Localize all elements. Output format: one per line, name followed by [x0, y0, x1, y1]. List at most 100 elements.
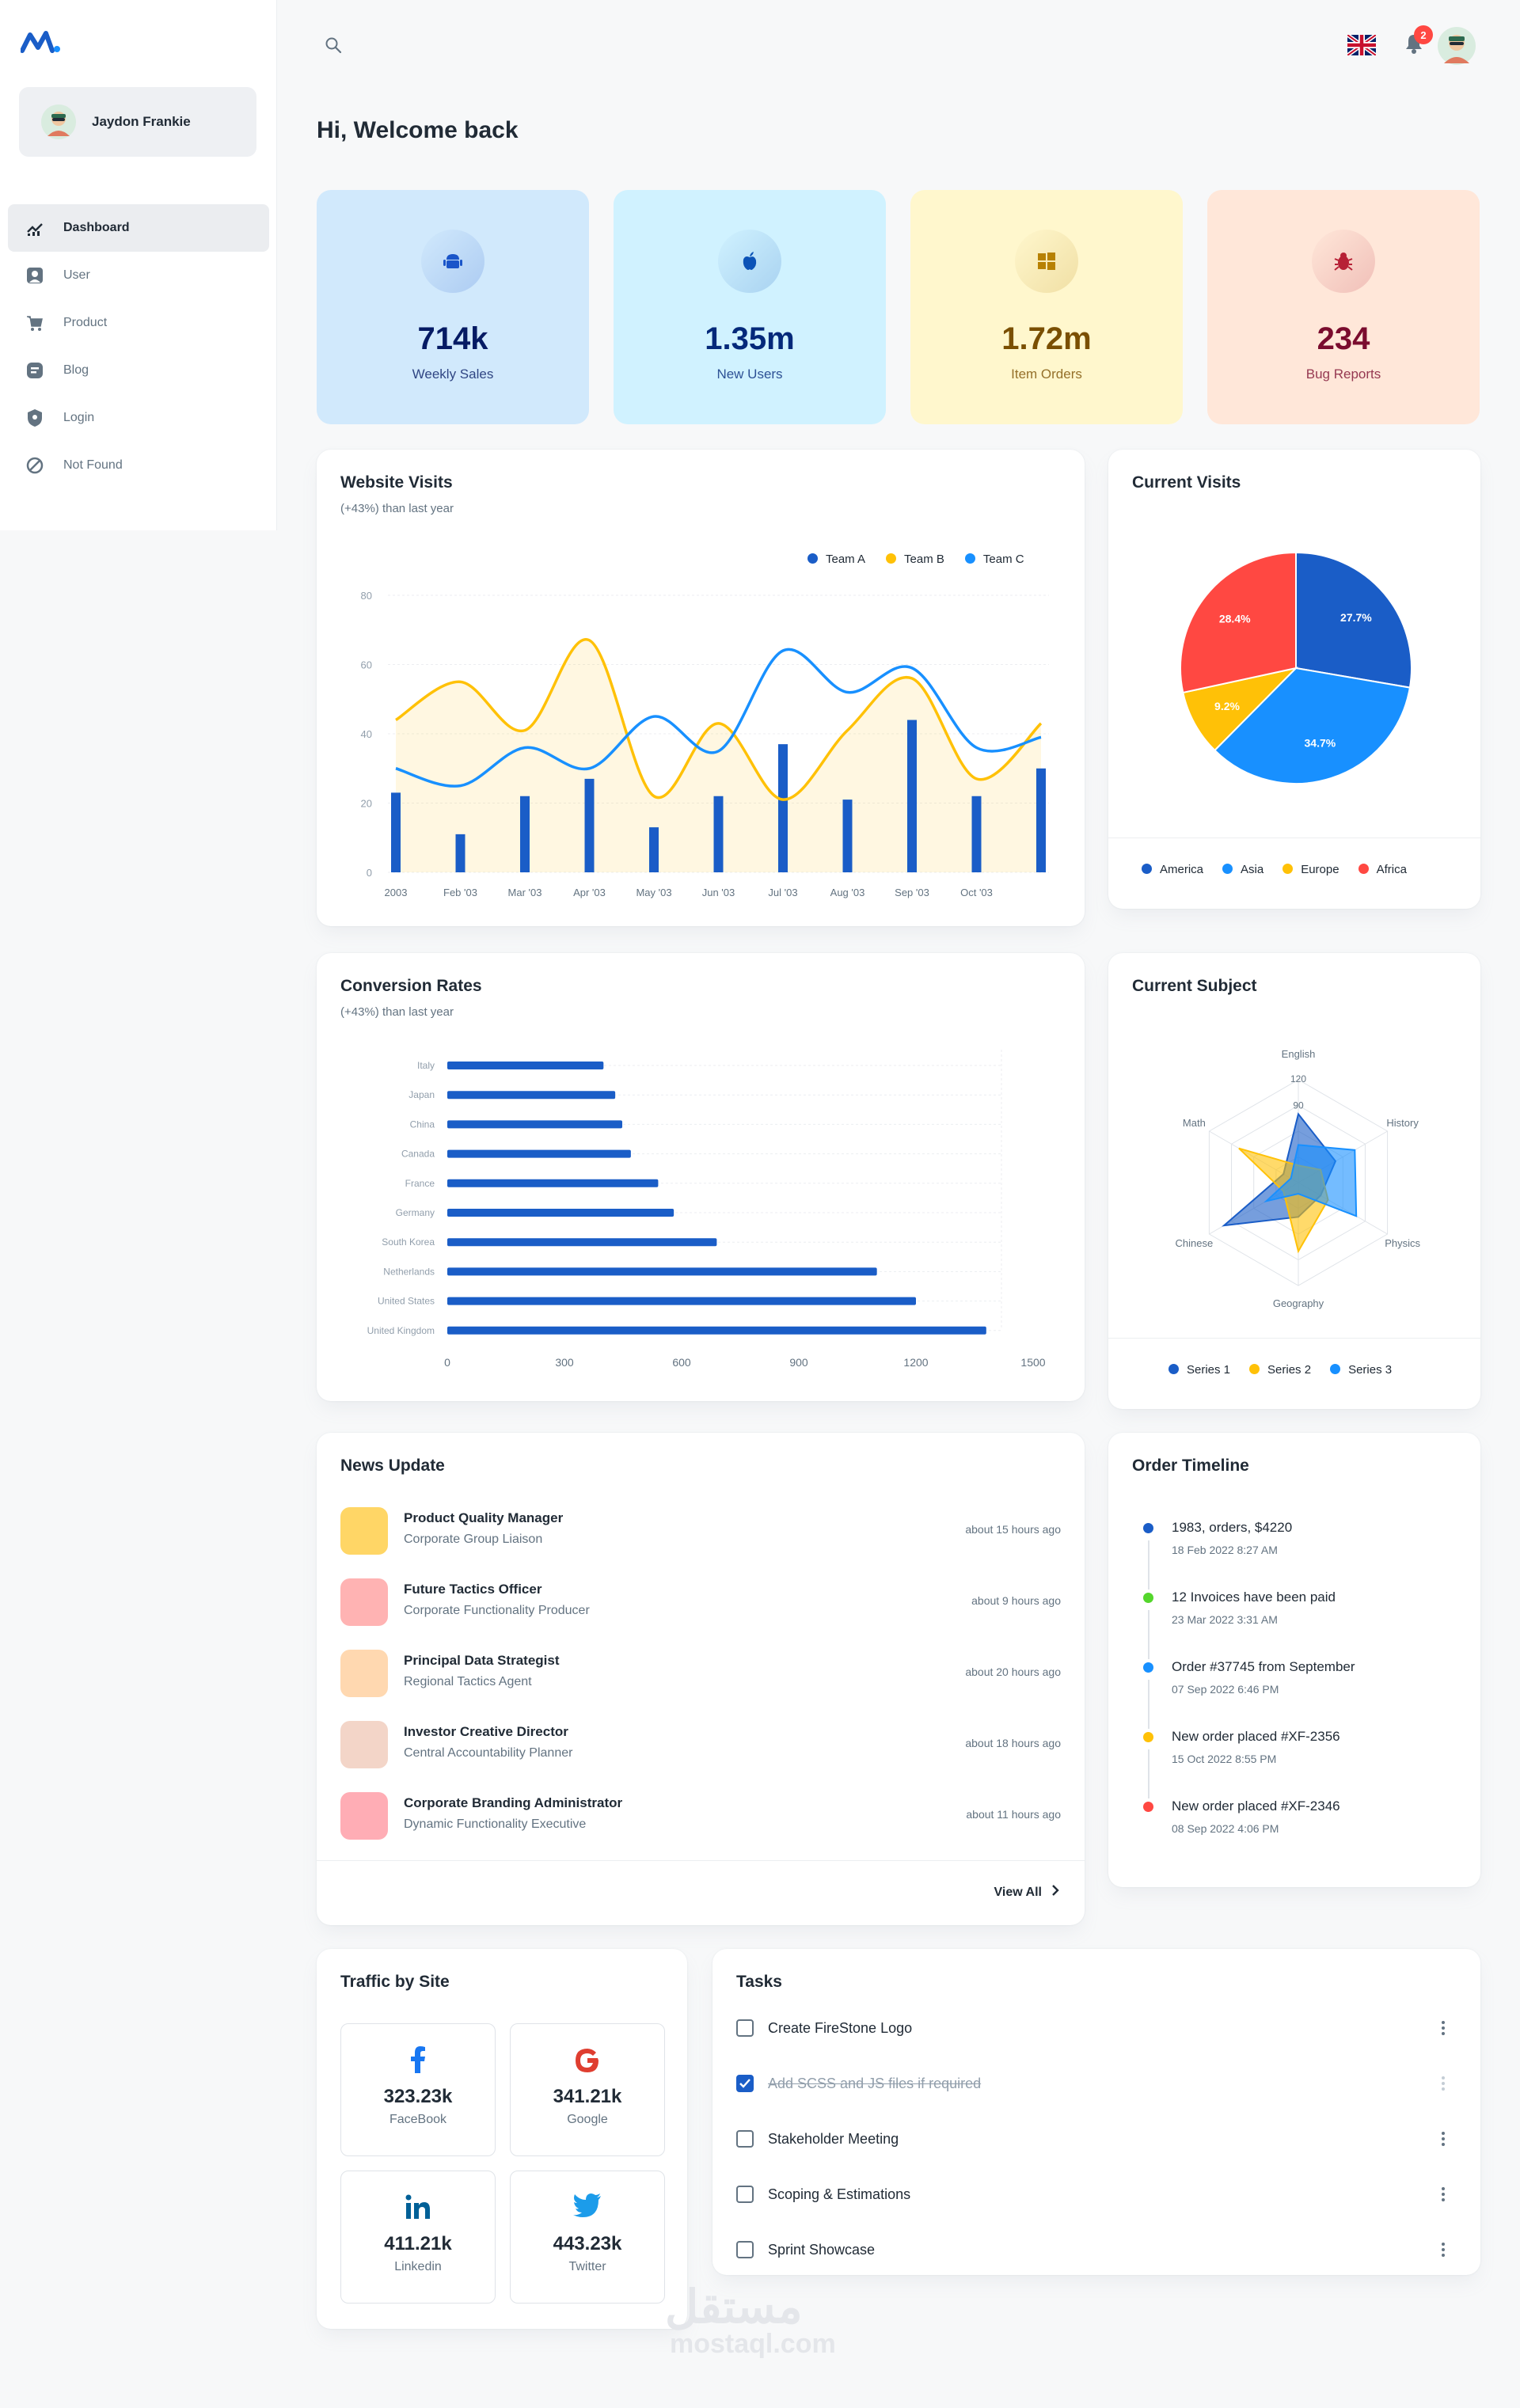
bar-japan[interactable]	[447, 1091, 616, 1100]
bar-team-a[interactable]	[455, 834, 466, 872]
list-item[interactable]: Investor Creative Director Central Accou…	[340, 1721, 1061, 1776]
stat-value: 714k	[417, 321, 488, 356]
y-tick-label: 20	[361, 798, 372, 810]
legend-item[interactable]: Series 2	[1249, 1363, 1311, 1377]
bar-team-a[interactable]	[778, 744, 788, 872]
pie-data-label: 34.7%	[1305, 737, 1336, 750]
tasks-card: Tasks Create FireStone Logo Add SCSS and…	[712, 1949, 1480, 2275]
legend-item[interactable]: Europe	[1282, 863, 1340, 876]
news-description: Central Accountability Planner	[404, 1746, 573, 1760]
bar-united-kingdom[interactable]	[447, 1326, 986, 1335]
bar-france[interactable]	[447, 1179, 659, 1187]
card-title: Website Visits	[340, 473, 453, 492]
site-google[interactable]: 341.21k Google	[510, 2023, 665, 2156]
pie-slice-asia[interactable]	[1213, 667, 1412, 784]
list-item[interactable]: Principal Data Strategist Regional Tacti…	[340, 1650, 1061, 1705]
task-checkbox[interactable]	[736, 2019, 754, 2037]
timeline-connector	[1148, 1540, 1150, 1590]
conversion-rates-card: Conversion Rates (+43%) than last year I…	[317, 953, 1085, 1401]
more-vertical-icon[interactable]	[1441, 2186, 1446, 2206]
site-facebook[interactable]: 323.23k FaceBook	[340, 2023, 496, 2156]
task-checkbox[interactable]	[736, 2075, 754, 2092]
more-vertical-icon[interactable]	[1441, 2242, 1446, 2262]
task-item: Add SCSS and JS files if required	[736, 2068, 1457, 2099]
bar-germany[interactable]	[447, 1209, 674, 1217]
pie-slice-africa[interactable]	[1180, 551, 1297, 694]
radar-axis-label: History	[1386, 1117, 1419, 1129]
stat-card-new-users: 1.35m New Users	[614, 190, 886, 424]
task-checkbox[interactable]	[736, 2186, 754, 2203]
legend-item[interactable]: Africa	[1358, 863, 1407, 876]
bar-team-a[interactable]	[520, 796, 530, 872]
sidebar-item-not-found[interactable]: Not Found	[8, 442, 269, 489]
card-subtitle: (+43%) than last year	[340, 1005, 454, 1019]
pie-slice-europe[interactable]	[1182, 667, 1299, 752]
notification-badge: 2	[1414, 25, 1433, 44]
site-linkedin[interactable]: 411.21k Linkedin	[340, 2171, 496, 2304]
bar-team-a[interactable]	[649, 827, 659, 872]
bar-netherlands[interactable]	[447, 1267, 877, 1276]
bar-team-a[interactable]	[842, 800, 853, 872]
bar-united-states[interactable]	[447, 1297, 916, 1305]
bar-italy[interactable]	[447, 1062, 604, 1069]
more-vertical-icon[interactable]	[1441, 2076, 1446, 2095]
view-all-button[interactable]: View All	[994, 1884, 1061, 1901]
avatar[interactable]	[1438, 27, 1476, 65]
list-item[interactable]: Corporate Branding Administrator Dynamic…	[340, 1792, 1061, 1848]
bar-team-a[interactable]	[971, 796, 982, 872]
y-tick-label: Japan	[408, 1089, 435, 1100]
timeline-time: 15 Oct 2022 8:55 PM	[1172, 1753, 1277, 1765]
more-vertical-icon[interactable]	[1441, 2020, 1446, 2040]
y-tick-label: Canada	[401, 1149, 435, 1160]
list-item[interactable]: Future Tactics Officer Corporate Functio…	[340, 1578, 1061, 1634]
bar-team-a[interactable]	[584, 778, 595, 872]
forbidden-icon	[25, 456, 44, 475]
sidebar-item-user[interactable]: User	[8, 252, 269, 299]
traffic-by-site-card: Traffic by Site 323.23k FaceBook 341.21k…	[317, 1949, 687, 2329]
news-thumbnail	[340, 1792, 388, 1840]
site-twitter[interactable]: 443.23k Twitter	[510, 2171, 665, 2304]
task-checkbox[interactable]	[736, 2130, 754, 2148]
bar-team-a[interactable]	[391, 792, 401, 872]
radar-axis-label: Chinese	[1176, 1237, 1214, 1249]
legend-item[interactable]: Series 3	[1330, 1363, 1392, 1377]
stat-value: 234	[1317, 321, 1370, 356]
bar-china[interactable]	[447, 1120, 623, 1129]
sidebar-item-product[interactable]: Product	[8, 299, 269, 347]
sidebar-item-blog[interactable]: Blog	[8, 347, 269, 394]
bar-team-a[interactable]	[907, 720, 917, 873]
search-icon[interactable]	[325, 36, 342, 58]
bar-south-korea[interactable]	[447, 1238, 717, 1247]
radar-series-series-3[interactable]	[1264, 1144, 1358, 1217]
legend-item[interactable]: Team A	[808, 553, 865, 566]
pie-slice-america[interactable]	[1295, 551, 1412, 689]
sidebar-item-login[interactable]: Login	[8, 394, 269, 442]
chart-legend: Team A Team B Team C	[808, 553, 1024, 566]
timeline-title: New order placed #XF-2356	[1172, 1729, 1340, 1744]
y-tick-label: 60	[361, 659, 372, 671]
account-card[interactable]: Jaydon Frankie	[19, 87, 256, 157]
legend-item[interactable]: Team B	[886, 553, 944, 566]
logo[interactable]	[20, 30, 60, 58]
blog-icon	[25, 361, 44, 380]
sidebar-item-dashboard[interactable]: Dashboard	[8, 204, 269, 252]
legend-item[interactable]: America	[1142, 863, 1203, 876]
bar-team-a[interactable]	[1036, 768, 1046, 872]
current-subject-card: Current Subject English History Physics Geo…	[1108, 953, 1480, 1409]
bar-canada[interactable]	[447, 1149, 631, 1158]
legend-item[interactable]: Team C	[964, 553, 1024, 566]
legend-item[interactable]: Series 1	[1168, 1363, 1230, 1377]
news-description: Regional Tactics Agent	[404, 1675, 532, 1688]
uk-flag-icon[interactable]	[1346, 32, 1378, 58]
radar-axis-label: English	[1282, 1048, 1316, 1060]
timeline-dot	[1143, 1802, 1153, 1812]
task-checkbox[interactable]	[736, 2241, 754, 2258]
more-vertical-icon[interactable]	[1441, 2131, 1446, 2151]
bar-team-a[interactable]	[713, 796, 724, 872]
news-time: about 18 hours ago	[965, 1737, 1061, 1749]
list-item[interactable]: Product Quality Manager Corporate Group …	[340, 1507, 1061, 1563]
windows-icon	[1015, 230, 1078, 293]
website-visits-chart: 0 20 40 60 80 2003 Feb '03 Mar '03 Apr '03 May '0…	[361, 590, 1049, 898]
card-title: Current Subject	[1132, 977, 1257, 995]
legend-item[interactable]: Asia	[1222, 863, 1264, 876]
